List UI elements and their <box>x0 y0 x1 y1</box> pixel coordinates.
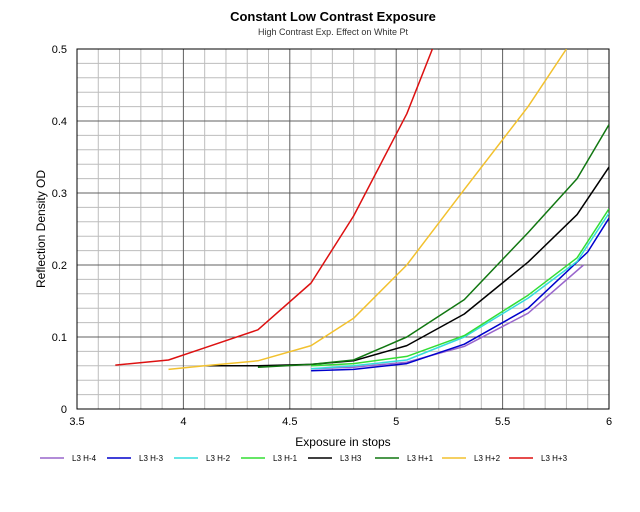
series-line-l3-h-4 <box>311 264 584 370</box>
legend-item-l3-h-3: L3 H-3 <box>107 454 164 463</box>
x-tick-label: 5.5 <box>495 416 510 428</box>
series-line-l3-hplus2 <box>168 49 568 371</box>
legend-item-l3-hplus2: L3 H+2 <box>442 454 501 463</box>
y-tick-label: 0 <box>61 404 67 416</box>
x-tick-label: 4.5 <box>282 416 297 428</box>
chart-subtitle: High Contrast Exp. Effect on White Pt <box>258 27 408 37</box>
major-gridlines <box>77 49 609 409</box>
legend-label: L3 H-2 <box>206 454 231 463</box>
y-tick-label: 0.5 <box>52 44 67 56</box>
y-tick-label: 0.2 <box>52 260 67 272</box>
series-line-l3-hplus3 <box>115 49 434 366</box>
y-tick-label: 0.1 <box>52 332 67 344</box>
y-axis-label: Reflection Density OD <box>34 170 48 288</box>
legend-label: L3 H-3 <box>139 454 164 463</box>
x-tick-label: 5 <box>393 416 399 428</box>
series-lines <box>115 49 609 372</box>
legend-item-l3-h3: L3 H3 <box>308 454 362 463</box>
legend-label: L3 H+1 <box>407 454 434 463</box>
x-tick-label: 4 <box>180 416 186 428</box>
x-tick-label: 3.5 <box>69 416 84 428</box>
legend-label: L3 H-4 <box>72 454 97 463</box>
legend: L3 H-4 L3 H-3 L3 H-2 L3 H-1 L3 H3 L3 H+1 L3 H+… <box>40 454 568 463</box>
minor-gridlines <box>77 49 609 409</box>
series-line-l3-h-3 <box>311 217 609 372</box>
legend-label: L3 H+3 <box>541 454 568 463</box>
legend-label: L3 H+2 <box>474 454 501 463</box>
plot-area-frame <box>76 48 610 410</box>
series-line-l3-hplus1 <box>257 124 609 368</box>
y-tick-label: 0.3 <box>52 188 67 200</box>
x-tick-label: 6 <box>606 416 612 428</box>
legend-label: L3 H-1 <box>273 454 298 463</box>
x-axis-ticks: 3.5 4 4.5 5 5.5 6 <box>69 416 612 428</box>
y-tick-label: 0.4 <box>52 116 67 128</box>
series-line-l3-h-2 <box>311 212 609 370</box>
series-line-l3-h-1 <box>311 208 609 367</box>
legend-label: L3 H3 <box>340 454 362 463</box>
chart-title: Constant Low Contrast Exposure <box>230 9 436 24</box>
series-line-l3-h3 <box>204 166 609 367</box>
legend-item-l3-h-4: L3 H-4 <box>40 454 97 463</box>
x-axis-label: Exposure in stops <box>295 435 390 449</box>
legend-item-l3-hplus3: L3 H+3 <box>509 454 568 463</box>
legend-item-l3-h-2: L3 H-2 <box>174 454 231 463</box>
y-axis-ticks: 0 0.1 0.2 0.3 0.4 0.5 <box>52 44 67 416</box>
legend-item-l3-hplus1: L3 H+1 <box>375 454 434 463</box>
legend-item-l3-h-1: L3 H-1 <box>241 454 298 463</box>
